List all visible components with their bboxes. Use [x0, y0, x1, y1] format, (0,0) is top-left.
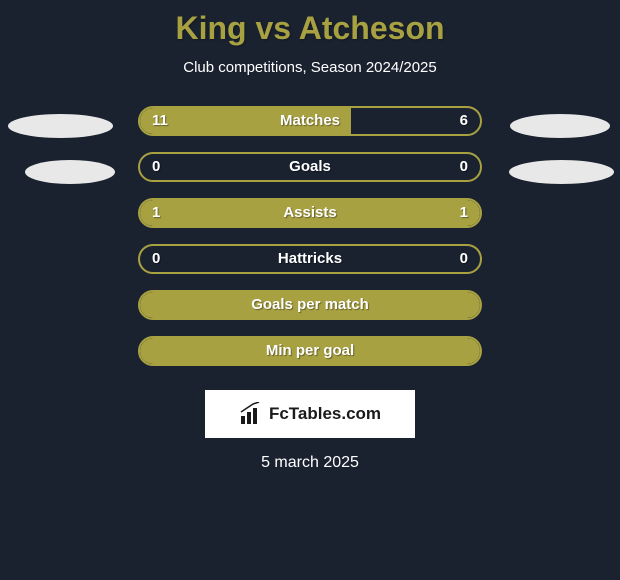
- bar-row-matches: 11 Matches 6: [138, 106, 482, 136]
- bar-row-hattricks: 0 Hattricks 0: [138, 244, 482, 274]
- page-title: King vs Atcheson: [0, 0, 620, 47]
- bar-row-min-per-goal: Min per goal: [138, 336, 482, 366]
- player-shadow-left-2: [25, 160, 115, 184]
- bar-value-right: 1: [460, 200, 468, 226]
- bar-row-goals-per-match: Goals per match: [138, 290, 482, 320]
- comparison-infographic: King vs Atcheson Club competitions, Seas…: [0, 0, 620, 580]
- player-shadow-left-1: [8, 114, 113, 138]
- bar-value-right: 6: [460, 108, 468, 134]
- bar-label: Goals: [140, 154, 480, 180]
- chart-area: 11 Matches 6 0 Goals 0 1 Assists 1 0 Ha: [0, 106, 620, 386]
- player-shadow-right-1: [510, 114, 610, 138]
- player-shadow-right-2: [509, 160, 614, 184]
- chart-icon: [239, 402, 263, 426]
- bar-label: Hattricks: [140, 246, 480, 272]
- bar-row-assists: 1 Assists 1: [138, 198, 482, 228]
- bar-label: Assists: [140, 200, 480, 226]
- bar-value-right: 0: [460, 246, 468, 272]
- bar-value-right: 0: [460, 154, 468, 180]
- bar-label: Matches: [140, 108, 480, 134]
- subtitle: Club competitions, Season 2024/2025: [0, 59, 620, 76]
- bar-label: Goals per match: [140, 292, 480, 318]
- bars-container: 11 Matches 6 0 Goals 0 1 Assists 1 0 Ha: [138, 106, 482, 382]
- bar-row-goals: 0 Goals 0: [138, 152, 482, 182]
- logo-text: FcTables.com: [269, 404, 381, 424]
- bar-label: Min per goal: [140, 338, 480, 364]
- logo-box: FcTables.com: [205, 390, 415, 438]
- date-text: 5 march 2025: [0, 454, 620, 472]
